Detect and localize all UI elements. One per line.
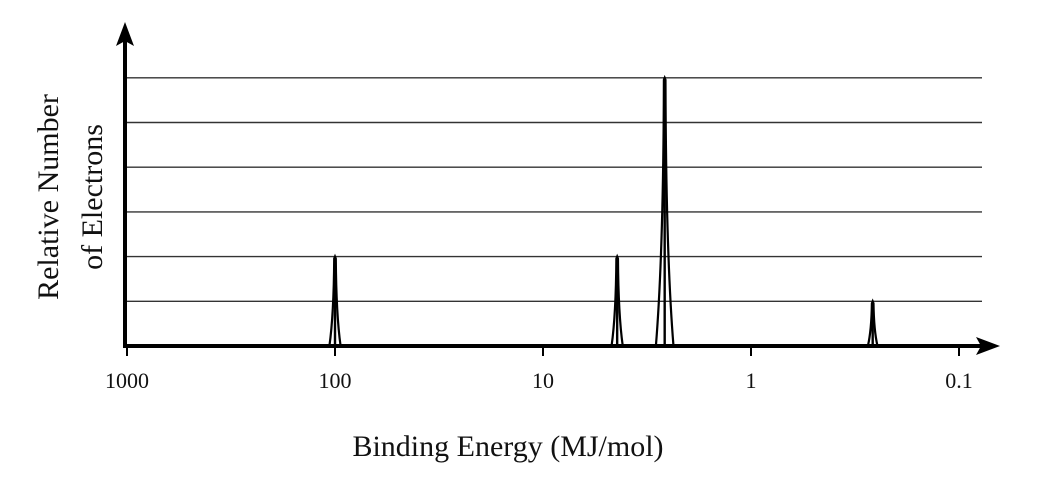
y-axis-arrowhead bbox=[116, 22, 134, 46]
peaks bbox=[328, 74, 879, 348]
x-axis-arrowhead bbox=[976, 337, 1000, 355]
x-tick-label: 1 bbox=[746, 368, 757, 393]
y-axis-title-line-2: of Electrons bbox=[76, 124, 109, 270]
x-tick-label: 1000 bbox=[105, 368, 149, 393]
x-ticks: 1000 100 10 1 0.1 bbox=[105, 346, 973, 393]
y-axis-title-line-1: Relative Number bbox=[32, 94, 65, 300]
x-tick-label: 10 bbox=[532, 368, 554, 393]
x-tick-label: 0.1 bbox=[945, 368, 973, 393]
y-axis-title: Relative Number of Electrons bbox=[32, 94, 109, 300]
x-tick-label: 100 bbox=[319, 368, 352, 393]
x-axis-title: Binding Energy (MJ/mol) bbox=[352, 430, 663, 463]
grid-lines bbox=[125, 77, 982, 302]
axes bbox=[116, 22, 1000, 355]
